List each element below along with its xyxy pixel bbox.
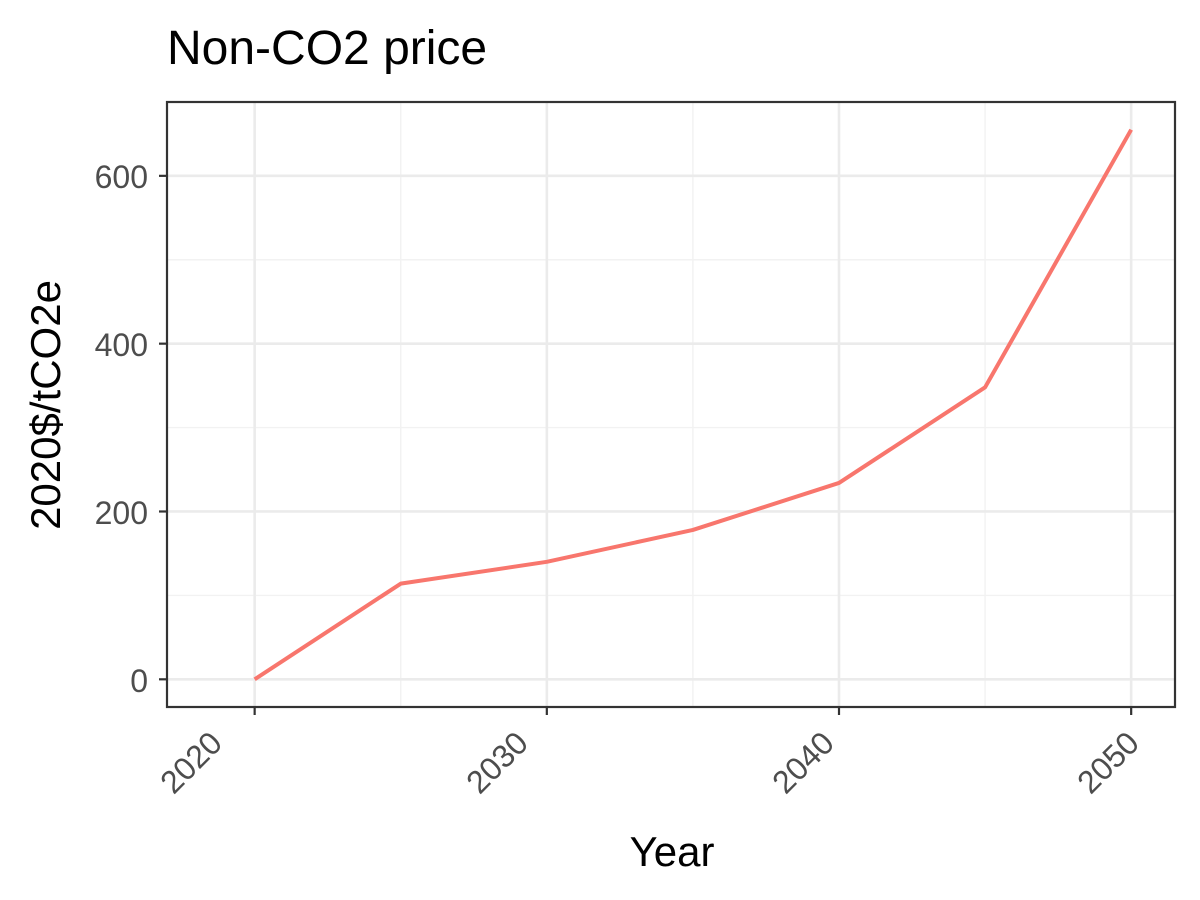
x-tick-marks	[253, 707, 1133, 715]
major-gridlines-x	[253, 102, 1133, 707]
minor-gridlines-x	[400, 102, 986, 707]
y-tick-marks	[159, 174, 167, 681]
plot-panel	[165, 100, 1177, 709]
y-tick-label-200: 200	[95, 495, 148, 531]
minor-gridlines-y	[167, 259, 1175, 597]
y-axis: 600 400 200 0	[95, 159, 167, 699]
y-axis-title: 2020$/tCO2e	[22, 280, 69, 530]
panel-background	[167, 102, 1175, 707]
x-axis: 2020 2030 2040 2050	[153, 707, 1146, 800]
major-gridlines-y	[167, 174, 1175, 681]
chart-title: Non-CO2 price	[167, 22, 487, 75]
x-tick-label-2050: 2050	[1070, 724, 1146, 800]
series-layer	[253, 128, 1133, 681]
y-tick-label-600: 600	[95, 159, 148, 195]
x-axis-title: Year	[630, 828, 715, 875]
x-tick-label-2030: 2030	[459, 724, 535, 800]
panel-border	[165, 100, 1177, 709]
y-tick-label-0: 0	[130, 663, 148, 699]
x-tick-label-2040: 2040	[765, 724, 841, 800]
y-tick-label-400: 400	[95, 327, 148, 363]
x-tick-label-2020: 2020	[153, 724, 229, 800]
series-line-0	[253, 128, 1133, 681]
